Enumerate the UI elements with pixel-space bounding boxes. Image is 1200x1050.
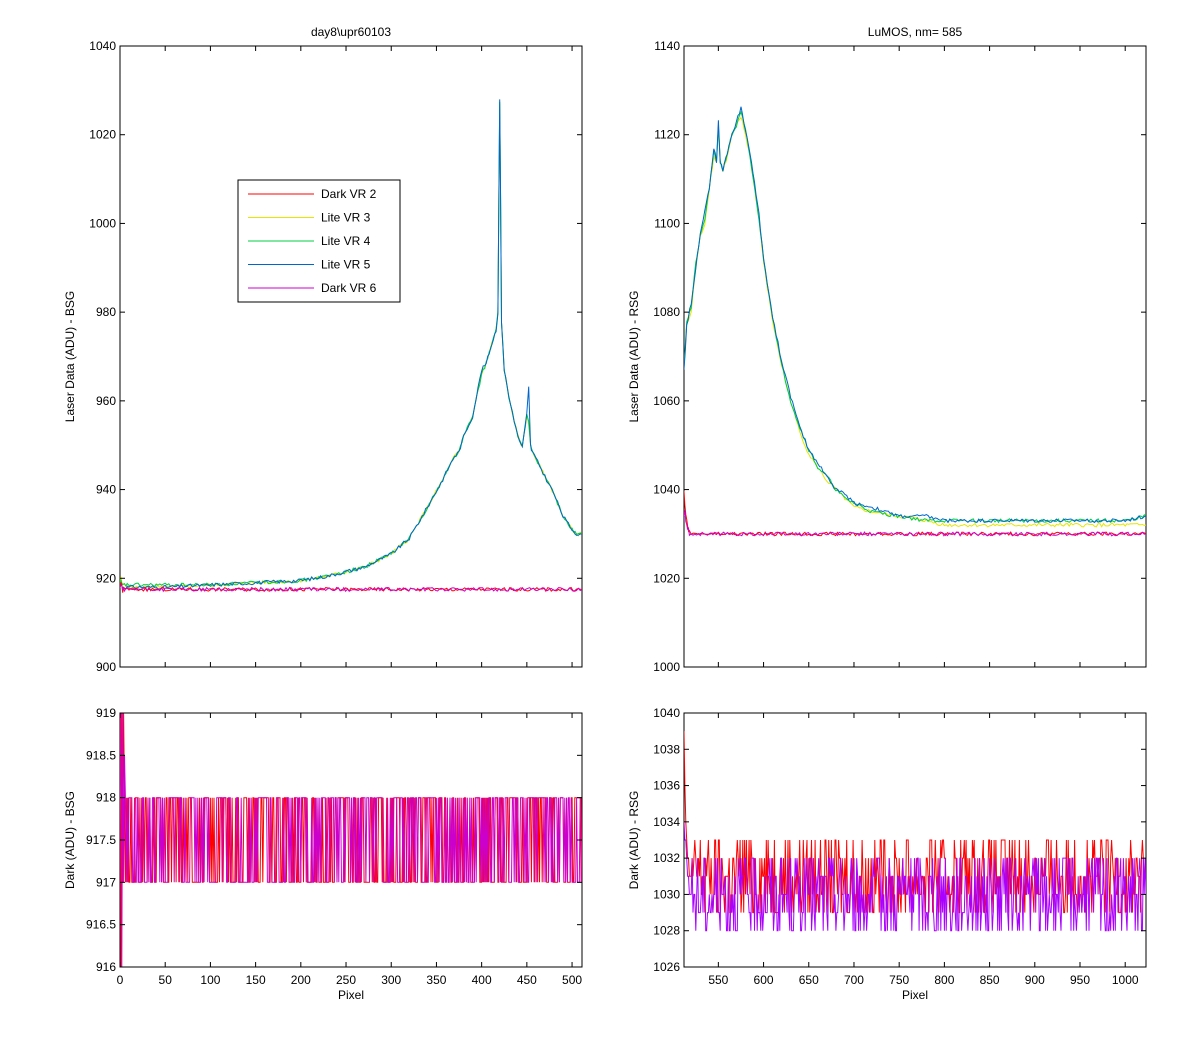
series-dark-vr-6 bbox=[684, 510, 1146, 537]
plot-area bbox=[119, 45, 583, 668]
x-tick-label: 800 bbox=[934, 973, 954, 987]
y-tick-label: 917.5 bbox=[86, 833, 116, 847]
x-tick-label: 600 bbox=[754, 973, 774, 987]
y-tick-label: 1020 bbox=[89, 128, 116, 142]
x-tick-label: 950 bbox=[1070, 973, 1090, 987]
x-tick-label: 650 bbox=[799, 973, 819, 987]
x-tick-label: 450 bbox=[517, 973, 537, 987]
y-tick-label: 1000 bbox=[89, 216, 116, 230]
x-axis-label: Pixel bbox=[902, 988, 928, 1002]
chart-title: LuMOS, nm= 585 bbox=[868, 25, 963, 39]
x-tick-label: 550 bbox=[708, 973, 728, 987]
legend: Dark VR 2 Lite VR 3 Lite VR 4 Lite VR 5 Dark… bbox=[237, 179, 401, 303]
series-lite-vr-5 bbox=[684, 106, 1146, 524]
y-tick-label: 918 bbox=[96, 791, 116, 805]
x-tick-label: 500 bbox=[562, 973, 582, 987]
x-tick-label: 250 bbox=[336, 973, 356, 987]
y-tick-label: 1030 bbox=[653, 887, 680, 901]
y-tick-label: 1000 bbox=[653, 660, 680, 674]
bsg-laser-panel: 900 920 940 960 980 1000 1020 1040 day8\upr60103… bbox=[63, 25, 583, 674]
x-tick-label: 400 bbox=[472, 973, 492, 987]
series-lite-vr-5 bbox=[120, 99, 582, 590]
y-axis-label: Dark (ADU) - BSG bbox=[63, 791, 77, 889]
x-tick-label: 100 bbox=[200, 973, 220, 987]
x-tick-label: 1000 bbox=[1112, 973, 1139, 987]
y-tick-label: 1034 bbox=[653, 815, 680, 829]
legend-label: Dark VR 2 bbox=[321, 187, 377, 201]
y-tick-label: 1026 bbox=[653, 960, 680, 974]
x-tick-label: 700 bbox=[844, 973, 864, 987]
legend-label: Lite VR 4 bbox=[321, 234, 371, 248]
x-tick-label: 900 bbox=[1025, 973, 1045, 987]
series-dark-vr-6 bbox=[120, 713, 582, 967]
x-tick-label: 850 bbox=[980, 973, 1000, 987]
y-axis-label: Laser Data (ADU) - RSG bbox=[627, 290, 641, 422]
y-tick-label: 1080 bbox=[653, 305, 680, 319]
y-axis-label: Laser Data (ADU) - BSG bbox=[63, 291, 77, 422]
x-tick-label: 0 bbox=[117, 973, 124, 987]
y-tick-label: 919 bbox=[96, 706, 116, 720]
y-tick-label: 1020 bbox=[653, 571, 680, 585]
series-dark-vr-6 bbox=[120, 584, 582, 593]
x-tick-label: 300 bbox=[381, 973, 401, 987]
y-tick-label: 1040 bbox=[653, 483, 680, 497]
x-tick-label: 350 bbox=[426, 973, 446, 987]
y-tick-label: 917 bbox=[96, 875, 116, 889]
y-tick-label: 1040 bbox=[653, 706, 680, 720]
y-tick-label: 1036 bbox=[653, 779, 680, 793]
y-axis-label: Dark (ADU) - RSG bbox=[627, 791, 641, 890]
y-tick-label: 1038 bbox=[653, 742, 680, 756]
legend-label: Dark VR 6 bbox=[321, 281, 377, 295]
x-tick-label: 200 bbox=[291, 973, 311, 987]
y-tick-label: 1028 bbox=[653, 924, 680, 938]
y-tick-label: 1120 bbox=[654, 128, 680, 142]
rsg-dark-panel: 1026 1028 1030 1032 1034 1036 1038 1040 550 600 65… bbox=[627, 706, 1147, 1002]
x-axis-label: Pixel bbox=[338, 988, 364, 1002]
series-dark-vr-6 bbox=[684, 821, 1146, 932]
y-tick-label: 940 bbox=[96, 483, 116, 497]
y-tick-label: 1140 bbox=[654, 39, 680, 53]
y-tick-label: 920 bbox=[96, 571, 116, 585]
y-tick-label: 900 bbox=[96, 660, 116, 674]
y-tick-label: 980 bbox=[96, 305, 116, 319]
x-tick-label: 750 bbox=[889, 973, 909, 987]
y-tick-label: 916.5 bbox=[86, 918, 116, 932]
chart-title: day8\upr60103 bbox=[311, 25, 391, 39]
x-tick-label: 150 bbox=[246, 973, 266, 987]
y-tick-label: 1040 bbox=[89, 39, 116, 53]
bsg-dark-panel: 916 916.5 917 917.5 918 918.5 919 0 50 100 150 200 2… bbox=[63, 706, 583, 1002]
legend-label: Lite VR 5 bbox=[321, 258, 371, 272]
y-tick-label: 960 bbox=[96, 394, 116, 408]
y-tick-label: 1100 bbox=[654, 216, 680, 230]
y-tick-label: 1032 bbox=[653, 851, 680, 865]
rsg-laser-panel: 1000 1020 1040 1060 1080 1100 1120 1140 LuMOS, n… bbox=[627, 25, 1147, 674]
legend-label: Lite VR 3 bbox=[321, 211, 371, 225]
x-tick-label: 50 bbox=[159, 973, 173, 987]
y-tick-label: 918.5 bbox=[86, 748, 116, 762]
y-tick-label: 1060 bbox=[653, 394, 680, 408]
y-tick-label: 916 bbox=[96, 960, 116, 974]
plot-area bbox=[683, 45, 1147, 668]
